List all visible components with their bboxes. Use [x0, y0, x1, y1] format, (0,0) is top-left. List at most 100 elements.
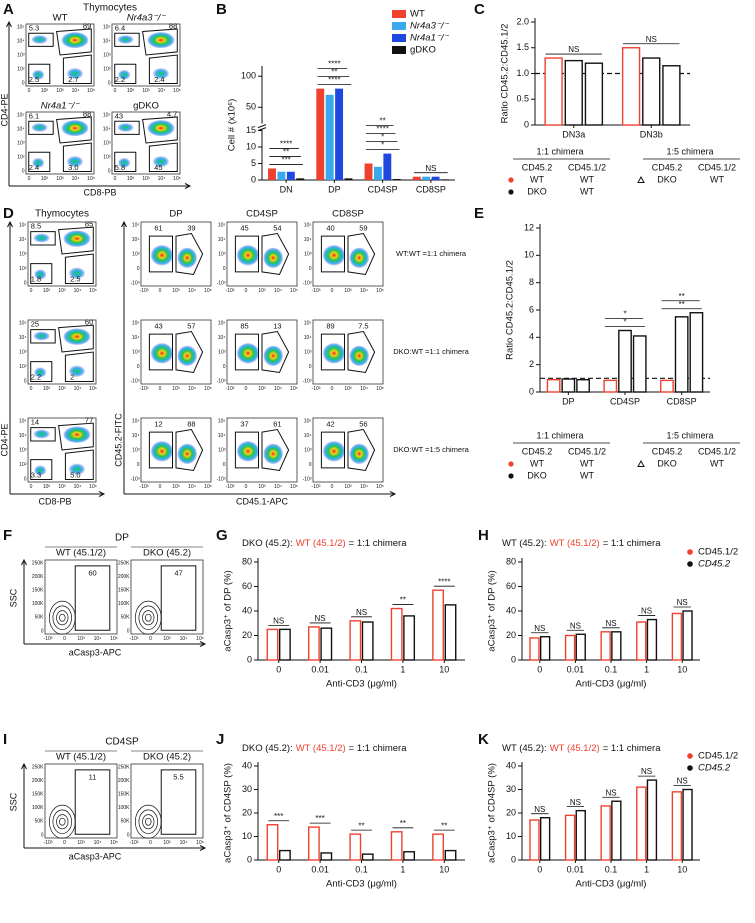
legend-header: CD45.1/2: [698, 446, 736, 456]
flow-y-tick-label: 0: [127, 628, 130, 634]
flow-x-tick-label: 10³: [77, 636, 85, 642]
flow-x-tick-label: 10²: [41, 176, 49, 182]
y-tick-label: 15: [246, 125, 256, 135]
flow-x-tick-label: 10²: [127, 176, 135, 182]
flow-x-tick-label: -10³: [312, 484, 321, 490]
legend-label: CD45.2: [698, 559, 731, 570]
density-cloud: [152, 68, 170, 80]
bar: [682, 788, 693, 861]
density-cloud: [32, 69, 45, 80]
gate-value: 42: [326, 419, 334, 428]
significance-label: NS: [677, 598, 688, 607]
legend-cell: WT: [580, 174, 594, 184]
significance-label: ***: [315, 814, 324, 823]
contour: [138, 605, 158, 630]
y-axis-label: aCasp3⁺ of DP (%): [223, 570, 234, 651]
legend-group-title: 1:5 chimera: [666, 146, 713, 156]
gate: [58, 422, 94, 451]
legend-label: CD45.1/2: [698, 751, 738, 762]
gate-value: 88: [83, 109, 91, 118]
significance-label: **: [283, 148, 289, 157]
gate-value: 6.1: [29, 111, 39, 120]
y-tick-label: 5: [251, 158, 256, 168]
gate: [64, 253, 94, 284]
flow-x-tick-label: -10³: [226, 288, 235, 294]
bar: [584, 62, 604, 126]
significance-label: ****: [328, 76, 340, 85]
significance-label: **: [679, 292, 685, 301]
x-tick-label: 0: [276, 864, 281, 874]
legend-marker: [508, 177, 514, 183]
gate: [347, 330, 376, 374]
flow-x-tick-label: -10³: [312, 386, 321, 392]
gate-value: 47: [174, 568, 182, 577]
flow-x-tick-label: 0: [331, 386, 334, 392]
flow-y-tick-label: 150K: [118, 792, 130, 798]
gate-value: 13: [273, 321, 281, 330]
x-tick-label: 10: [677, 864, 687, 874]
flow-y-tick-label: 10³: [19, 251, 27, 257]
significance-label: NS: [641, 607, 652, 616]
bar: [646, 618, 658, 661]
panel-label: B: [216, 1, 227, 18]
gate: [30, 361, 53, 382]
significance-label: **: [380, 117, 386, 126]
flow-x-tick-label: -10³: [140, 386, 149, 392]
flow-y-tick-label: 10²: [17, 66, 25, 72]
bar: [539, 636, 551, 661]
column-title: DP: [169, 209, 182, 220]
flow-x-tick-label: -10³: [140, 288, 149, 294]
gate-value: 25: [31, 319, 39, 328]
significance-label: NS: [646, 35, 657, 44]
legend-swatch: [392, 46, 406, 54]
x-axis-label: Anti-CD3 (μg/ml): [326, 879, 397, 890]
flow-y-tick-label: 50K: [35, 819, 45, 825]
flow-y-tick-label: 10³: [132, 251, 140, 257]
x-tick-label: CD8SP: [416, 184, 446, 194]
flow-x-tick-label: 0: [149, 636, 152, 642]
flow-y-tick-label: 10⁴: [304, 237, 312, 243]
y-tick-label: 2: [529, 359, 534, 369]
gate: [64, 351, 94, 382]
legend-header: CD45.2: [652, 162, 683, 172]
legend-header: CD45.1/2: [568, 446, 606, 456]
flow-x-tick-label: 10⁵: [290, 484, 298, 490]
x-tick-label: DN: [280, 184, 293, 194]
contour: [52, 605, 72, 630]
chart-title: WT (45.2): WT (45.1/2) = 1:1 chimera: [502, 538, 661, 549]
legend-marker: [687, 765, 693, 771]
plot-title: Nr4a3⁻/⁻: [127, 13, 167, 24]
gate-value: 5.3: [29, 23, 39, 32]
bar: [636, 621, 647, 661]
density-cloud: [63, 328, 91, 345]
bar: [660, 379, 674, 393]
flow-y-tick-label: 150K: [118, 588, 130, 594]
density-cloud: [263, 247, 284, 269]
flow-x-tick-label: 10⁴: [274, 484, 282, 490]
gate-value: 4.7: [167, 109, 177, 118]
bar: [600, 631, 611, 661]
flow-y-tick-label: 10³: [304, 349, 312, 355]
title-part: = 1:1 chimera: [603, 538, 662, 549]
flow-y-tick-label: 10⁴: [103, 38, 111, 44]
plot-title: DKO (45.2): [143, 548, 191, 559]
gate: [347, 428, 376, 472]
density-cloud: [177, 443, 197, 465]
flow-y-tick-label: 10⁵: [304, 222, 312, 228]
bar: [325, 94, 334, 180]
significance-label: ****: [280, 140, 292, 149]
panel-title: CD4SP: [105, 737, 139, 748]
gate-value: 3.0: [68, 163, 78, 172]
bar: [603, 379, 618, 393]
flow-y-tick-label: 10⁵: [103, 24, 111, 30]
legend-label: CD45.1/2: [698, 547, 738, 558]
gate: [261, 428, 290, 472]
flow-plot-frame: [44, 763, 118, 839]
significance-label: ****: [328, 60, 340, 69]
gate: [234, 235, 259, 273]
bar: [268, 168, 276, 180]
flow-x-tick-label: 10³: [163, 636, 171, 642]
contour: [59, 613, 66, 622]
flow-x-tick-label: 10⁵: [89, 386, 97, 392]
plot-title: gDKO: [133, 101, 159, 112]
